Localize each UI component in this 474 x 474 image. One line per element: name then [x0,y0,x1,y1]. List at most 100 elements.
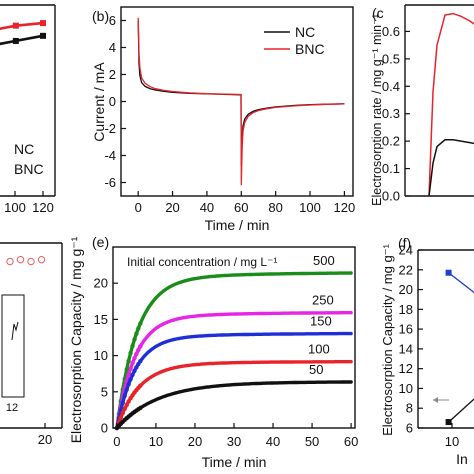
e-point-150 [124,387,129,392]
b-ytick-label: 2 [109,67,116,82]
b-series-bnc [137,17,345,186]
panel-label-f: (f) [398,235,411,251]
e-series-500 [115,271,353,430]
c-ytick-label: 0.4 [382,79,400,94]
panel-c: (c 0.00.10.20.30.40.50.610 Electrosorpti… [370,4,474,206]
f-ytick-label: 6 [406,421,413,436]
e-point-500 [132,337,137,342]
panel-d: 12 20 [0,242,63,447]
e-point-250 [136,347,141,353]
e-series-label-50: 50 [309,362,323,377]
legend-nc-a: NC [14,141,34,157]
e-xtick-label: 60 [344,434,358,449]
e-annotation: Initial concentration / mg L⁻¹ [127,255,277,269]
b-ytick-label: -4 [104,148,116,163]
f-ytick-label: 8 [406,401,413,416]
b-ytick-label: 6 [109,13,116,28]
e-series-100 [115,360,353,430]
panel-label-e: (e) [92,234,109,250]
d-point [27,257,35,266]
e-series-50 [115,380,353,430]
e-xlabel: Time / min [202,454,267,470]
b-xtick-label: 0 [135,200,142,215]
b-xtick-label: 100 [299,200,321,215]
c-ytick-label: 0.3 [382,106,400,121]
e-point-250 [134,351,139,357]
d-point [6,257,14,266]
a-point-bnc [40,20,46,27]
e-point-150 [122,393,127,398]
f-point-black [445,419,452,426]
a-series-bnc [0,21,44,30]
e-ylabel: Electrosorption Capacity / mg g⁻¹ [68,236,84,443]
panel-b: (b) 0 20 40 60 80 100 120 -6 -4 -2 0 2 4 6 NC BNC Tim… [91,6,356,233]
e-point-500 [126,358,131,364]
e-series-label-500: 500 [313,253,335,268]
c-ytick-label: 0.5 [382,51,400,66]
b-xlabel: Time / min [205,217,270,233]
e-point-100 [124,402,129,408]
c-ytick-label: 0.6 [382,24,400,39]
legend-bnc-a: BNC [14,161,44,177]
f-ytick-label: 16 [399,322,413,337]
b-xtick-label: 20 [165,200,179,215]
panel-a: 100 120 NC BNC [0,4,56,215]
f-ylabel: Electrosorption Capacity / mg g⁻¹ [380,243,395,435]
e-point-500 [124,367,129,372]
a-point-nc [12,37,19,44]
a-xtick-label: 100 [4,200,26,215]
panel-b-frame [120,6,354,197]
e-point-100 [138,383,143,388]
f-series-blue [448,272,474,294]
panel-label-c: (c [372,5,384,21]
e-point-500 [128,350,133,356]
e-point-150 [130,372,135,378]
inset-trace [11,321,19,341]
e-point-150 [126,382,131,387]
panel-f: (f) 6 8 10 12 14 16 18 20 22 24 10 In Electrosorpt… [380,235,474,467]
a-xtick-label: 120 [32,200,54,215]
f-ytick-label: 22 [399,262,413,277]
c-ylabel: Electrosorption rate / mg g⁻¹ min⁻¹ [370,14,384,206]
legend-bnc: BNC [295,41,325,57]
e-point-250 [126,372,131,377]
f-ytick-label: 14 [399,341,413,356]
e-xtick-label: 20 [188,434,202,449]
b-ytick-label: -6 [104,175,116,190]
e-point-150 [132,368,137,374]
c-ytick-label: 0.2 [382,134,400,149]
b-ytick-label: 0 [109,94,116,109]
f-arrow-head [433,397,438,403]
e-point-150 [134,365,139,370]
c-series-nc [428,139,474,197]
a-point-nc [40,32,46,39]
b-ylabel: Current / mA [91,62,107,142]
e-ytick-label: 15 [94,312,108,327]
c-ytick-label: 0.0 [382,189,400,204]
e-point-150 [120,400,125,405]
c-series-bnc [428,12,474,197]
e-point-100 [120,410,125,416]
a-point-bnc [12,22,19,29]
c-ytick-label: 0.1 [382,161,400,176]
e-point-150 [138,359,143,364]
e-series-150 [115,331,353,430]
panel-e: (e) Initial concentration / mg L⁻¹ 50025… [68,234,358,470]
f-point-blue [445,269,452,276]
b-xtick-label: 120 [334,200,356,215]
panel-label-b: (b) [92,8,109,24]
e-point-250 [128,366,133,371]
e-ytick-label: 20 [94,276,108,291]
e-point-500 [130,343,135,349]
d-point [37,255,46,264]
e-series-label-100: 100 [308,342,330,357]
f-xtick-label: 10 [445,434,459,449]
e-point-150 [128,377,133,382]
f-series-black [448,398,474,423]
d-point [16,255,25,264]
e-ytick-label: 5 [101,384,108,399]
e-series-label-150: 150 [310,314,332,329]
inset-frame [1,294,25,398]
e-point-50 [138,405,143,411]
e-point-250 [132,356,137,361]
